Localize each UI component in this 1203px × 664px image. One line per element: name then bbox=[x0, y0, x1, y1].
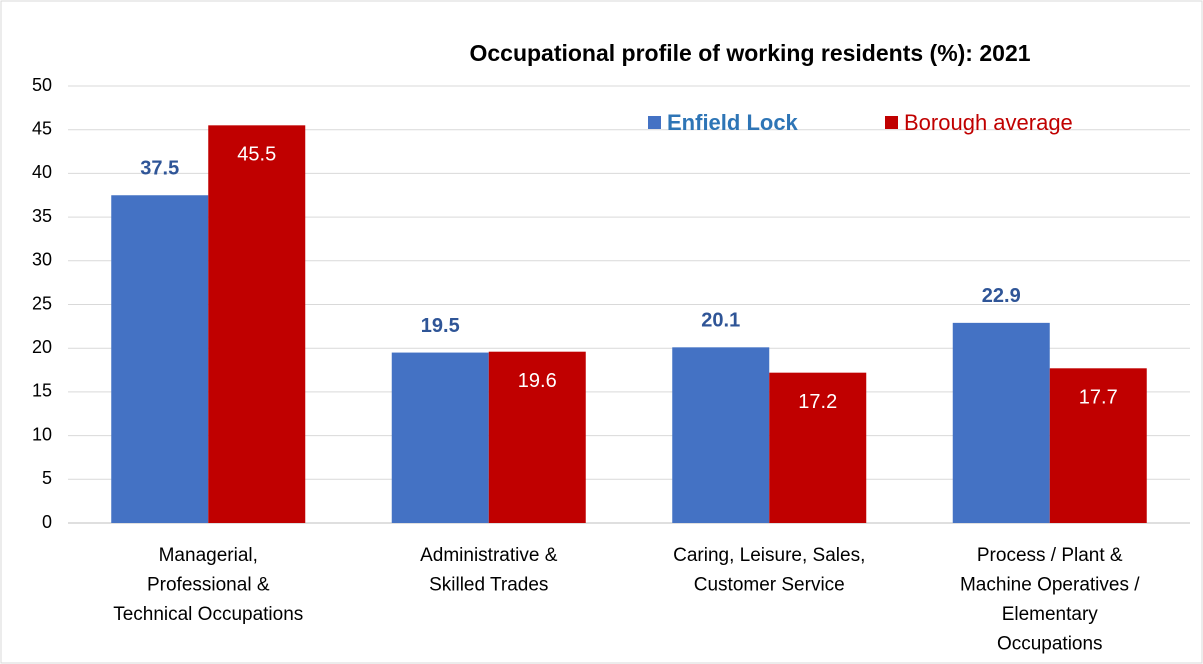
data-label: 37.5 bbox=[140, 158, 179, 180]
data-label: 20.1 bbox=[701, 310, 740, 332]
bar bbox=[952, 322, 1050, 523]
y-tick-label: 20 bbox=[32, 337, 52, 357]
data-label: 19.5 bbox=[421, 315, 460, 337]
data-label: 17.7 bbox=[1079, 387, 1118, 409]
legend-label: Borough average bbox=[904, 110, 1073, 135]
bar bbox=[208, 125, 306, 523]
bar bbox=[1049, 368, 1147, 523]
y-tick-label: 45 bbox=[32, 118, 52, 138]
bar bbox=[111, 195, 209, 523]
x-tick-label: Managerial, Professional & Technical Occup… bbox=[113, 545, 303, 625]
data-label: 45.5 bbox=[237, 144, 276, 166]
x-tick-label: Administrative & Skilled Trades bbox=[420, 545, 558, 596]
legend-label: Enfield Lock bbox=[667, 110, 799, 135]
x-tick-label: Process / Plant & Machine Operatives / Ele… bbox=[960, 545, 1140, 655]
y-tick-label: 40 bbox=[32, 162, 52, 182]
y-tick-label: 35 bbox=[32, 206, 52, 226]
y-tick-label: 25 bbox=[32, 293, 52, 313]
legend-swatch bbox=[885, 116, 898, 129]
y-tick-label: 15 bbox=[32, 381, 52, 401]
chart-title: Occupational profile of working resident… bbox=[469, 40, 1030, 66]
y-tick-label: 50 bbox=[32, 75, 52, 95]
x-tick-label: Caring, Leisure, Sales, Customer Service bbox=[673, 545, 865, 596]
bar bbox=[391, 352, 489, 523]
y-tick-label: 5 bbox=[42, 468, 52, 488]
y-tick-label: 0 bbox=[42, 512, 52, 532]
data-label: 22.9 bbox=[982, 285, 1021, 307]
bar bbox=[488, 351, 586, 523]
data-label: 17.2 bbox=[798, 391, 837, 413]
legend-swatch bbox=[648, 116, 661, 129]
y-tick-label: 30 bbox=[32, 250, 52, 270]
bar bbox=[769, 372, 867, 523]
y-tick-label: 10 bbox=[32, 424, 52, 444]
bar bbox=[672, 347, 770, 523]
data-label: 19.6 bbox=[518, 370, 557, 392]
